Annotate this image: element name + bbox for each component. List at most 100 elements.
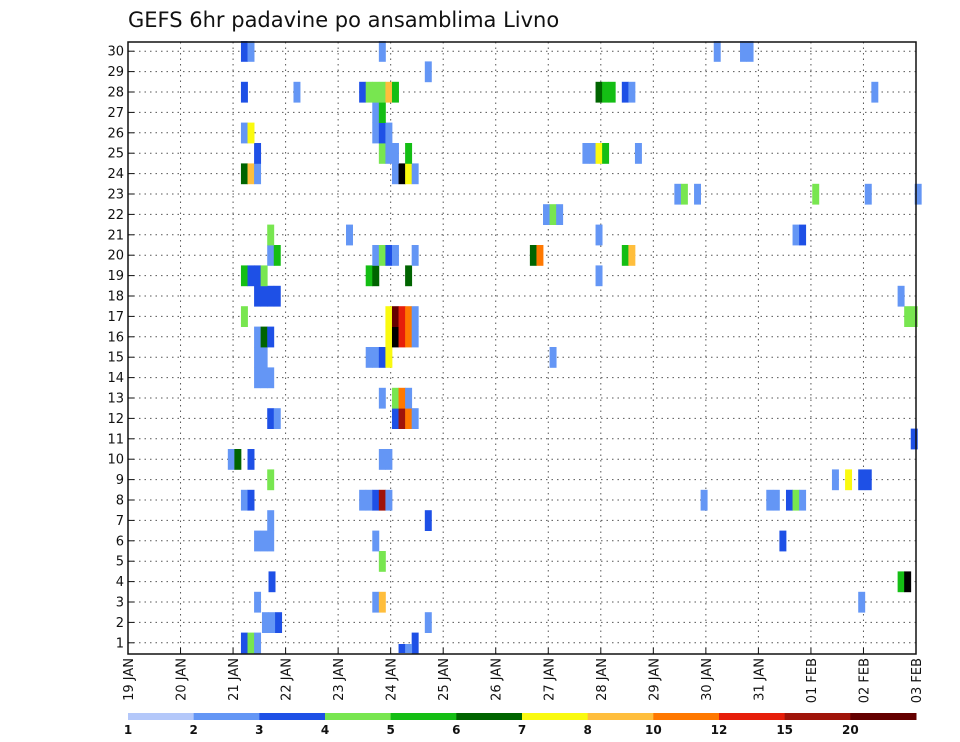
precip-cell bbox=[234, 449, 242, 470]
precip-cell bbox=[595, 265, 603, 287]
y-tick-label: 23 bbox=[107, 188, 124, 203]
precip-cell bbox=[372, 530, 380, 552]
y-tick-label: 9 bbox=[116, 473, 124, 488]
precip-cell bbox=[247, 265, 255, 287]
precip-cell bbox=[254, 367, 262, 389]
y-tick-label: 29 bbox=[107, 65, 124, 80]
precip-cell bbox=[365, 81, 373, 103]
precip-cell bbox=[779, 530, 787, 552]
y-tick-label: 27 bbox=[107, 106, 124, 121]
precip-cell bbox=[398, 644, 406, 653]
precip-cell bbox=[268, 571, 276, 593]
colorbar-segment bbox=[325, 713, 392, 720]
x-tick-label: 30 JAN bbox=[700, 658, 715, 701]
precip-cell bbox=[595, 81, 603, 103]
chart-title: GEFS 6hr padavine po ansamblima Livno bbox=[128, 8, 559, 32]
colorbar-label: 6 bbox=[452, 723, 460, 737]
x-tick-label: 26 JAN bbox=[490, 658, 505, 701]
precip-cell bbox=[372, 81, 380, 103]
x-tick-label: 22 JAN bbox=[280, 658, 295, 701]
precip-cell bbox=[378, 122, 386, 144]
x-tick-label: 28 JAN bbox=[595, 658, 610, 701]
y-tick-label: 13 bbox=[107, 392, 124, 407]
precip-cell bbox=[385, 122, 393, 144]
precip-cell bbox=[549, 347, 557, 368]
y-tick-label: 16 bbox=[107, 330, 124, 345]
precip-cell bbox=[910, 428, 918, 450]
precip-cell bbox=[405, 387, 413, 409]
precip-cell bbox=[608, 81, 616, 103]
precip-cell bbox=[260, 285, 268, 307]
precip-cell bbox=[556, 204, 564, 225]
precip-cell bbox=[378, 449, 386, 470]
precip-cell bbox=[254, 632, 262, 654]
precip-cell bbox=[254, 591, 262, 613]
precip-cells bbox=[227, 41, 922, 654]
precip-cell bbox=[424, 612, 432, 633]
colorbar-label: 7 bbox=[518, 723, 526, 737]
precip-cell bbox=[864, 183, 872, 205]
precip-cell bbox=[240, 489, 248, 511]
precip-cell bbox=[378, 347, 386, 368]
precip-cell bbox=[385, 245, 393, 266]
precip-cell bbox=[405, 265, 413, 287]
precip-cell bbox=[240, 41, 248, 62]
precip-cell bbox=[391, 163, 399, 185]
precip-cell bbox=[812, 183, 820, 205]
precip-cell bbox=[254, 265, 262, 287]
y-tick-label: 6 bbox=[116, 534, 124, 549]
precip-cell bbox=[405, 408, 413, 429]
y-tick-label: 2 bbox=[116, 616, 124, 631]
precip-cell bbox=[240, 632, 248, 654]
precip-cell bbox=[785, 489, 793, 511]
precip-cell bbox=[904, 571, 912, 593]
precip-cell bbox=[398, 387, 406, 409]
precip-cell bbox=[378, 489, 386, 511]
precip-cell bbox=[267, 530, 275, 552]
y-tick-label: 11 bbox=[107, 432, 124, 447]
colorbar-segment bbox=[587, 713, 654, 720]
precip-cell bbox=[391, 408, 399, 429]
x-tick-label: 19 JAN bbox=[122, 658, 137, 701]
x-tick-label: 24 JAN bbox=[385, 658, 400, 701]
precip-cell bbox=[536, 245, 544, 266]
precip-cell bbox=[385, 143, 393, 164]
precip-cell bbox=[391, 143, 399, 164]
precip-cell bbox=[411, 632, 419, 654]
y-tick-label: 12 bbox=[107, 412, 124, 427]
precip-cell bbox=[411, 326, 419, 348]
colorbar-label: 4 bbox=[321, 723, 329, 737]
y-tick-label: 30 bbox=[107, 45, 124, 60]
precip-cell bbox=[254, 285, 262, 307]
precip-cell bbox=[247, 449, 255, 470]
precip-cell bbox=[365, 265, 373, 287]
precip-cell bbox=[799, 489, 807, 511]
colorbar-segment bbox=[193, 713, 260, 720]
precip-cell bbox=[904, 306, 912, 327]
colorbar-segment bbox=[390, 713, 457, 720]
precip-cell bbox=[766, 489, 774, 511]
precip-cell bbox=[582, 143, 590, 164]
precip-cell bbox=[910, 306, 918, 327]
precip-cell bbox=[267, 367, 275, 389]
precip-cell bbox=[405, 644, 413, 653]
colorbar-label: 15 bbox=[776, 723, 793, 737]
precip-cell bbox=[372, 591, 380, 613]
precip-cell bbox=[424, 510, 432, 531]
x-tick-label: 23 JAN bbox=[332, 658, 347, 701]
y-tick-label: 19 bbox=[107, 269, 124, 284]
precip-cell bbox=[378, 102, 386, 123]
precip-cell bbox=[247, 122, 255, 144]
precip-cell bbox=[372, 122, 380, 144]
precip-cell bbox=[595, 143, 603, 164]
x-tick-label: 31 JAN bbox=[752, 658, 767, 701]
precip-cell bbox=[273, 245, 281, 266]
precip-cell bbox=[378, 591, 386, 613]
precip-cell bbox=[391, 387, 399, 409]
precip-cell bbox=[845, 469, 853, 491]
precip-cell bbox=[864, 469, 872, 491]
precip-cell bbox=[385, 449, 393, 470]
colorbar-segment bbox=[259, 713, 326, 720]
precip-cell bbox=[267, 245, 275, 266]
precip-cell bbox=[385, 306, 393, 327]
